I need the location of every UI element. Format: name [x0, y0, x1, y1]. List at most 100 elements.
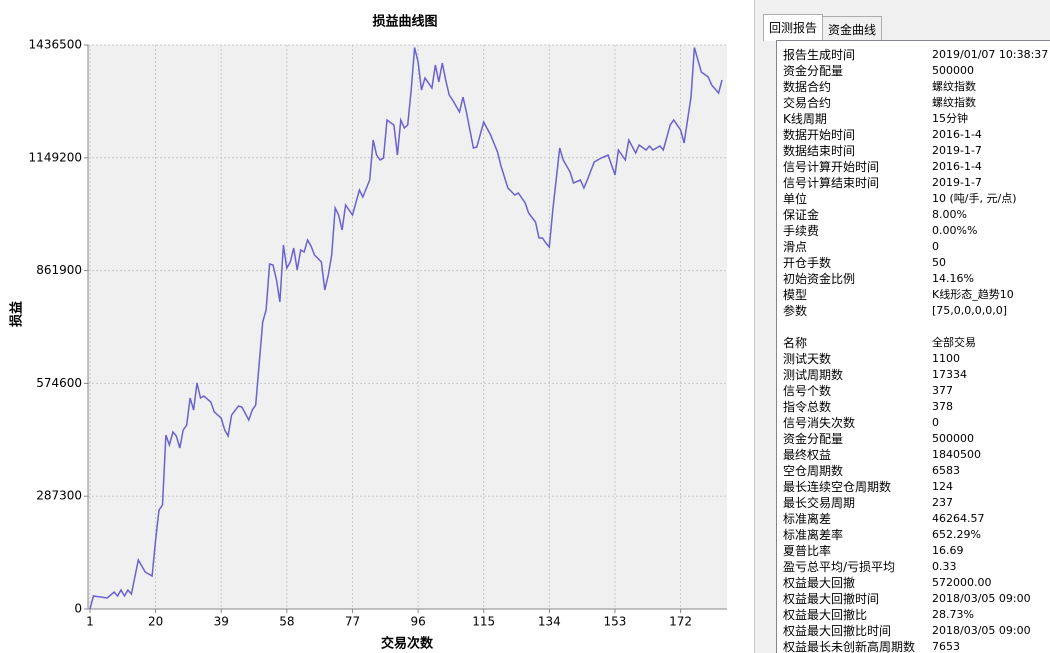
row-value: 2016-1-4 [932, 128, 982, 141]
report-row: 测试天数 1100 [777, 351, 1050, 367]
row-key: 信号计算开始时间 [783, 160, 880, 174]
row-value: 0.33 [932, 560, 957, 573]
row-value: 10 (吨/手, 元/点) [932, 192, 1017, 205]
report-row: 数据合约 螺纹指数 [777, 79, 1050, 95]
report-row: 标准离差 46264.57 [777, 511, 1050, 527]
report-row: 最长连续空仓周期数 124 [777, 479, 1050, 495]
chart: 损益曲线图 交易次数 损益 0 287300 574600 861900 1149200… [9, 14, 727, 652]
tab[interactable]: 资金曲线 [822, 16, 883, 40]
row-gap [777, 319, 1050, 335]
report-row: 信号消失次数 0 [777, 415, 1050, 431]
row-key: 交易合约 [783, 96, 832, 110]
row-key: 测试周期数 [783, 368, 844, 382]
x-tick-label: 115 [472, 615, 495, 629]
row-value: 15分钟 [932, 112, 968, 125]
row-key: 最长连续空仓周期数 [783, 480, 892, 494]
report-row: 滑点 0 [777, 239, 1050, 255]
report-row: 资金分配量 500000 [777, 431, 1050, 447]
x-tick-label: 77 [345, 615, 360, 629]
plot-area [88, 45, 727, 609]
report-row: 数据结束时间 2019-1-7 [777, 143, 1050, 159]
row-key: 初始资金比例 [783, 272, 856, 286]
row-value: 17334 [932, 368, 967, 381]
report-row: 名称 全部交易 [777, 335, 1050, 351]
row-value: 572000.00 [932, 576, 992, 589]
y-tick-label: 574600 [36, 376, 82, 390]
report-row: 单位 10 (吨/手, 元/点) [777, 191, 1050, 207]
y-tick-label: 287300 [36, 489, 82, 503]
row-key: 夏普比率 [783, 544, 832, 558]
row-value: 0 [932, 240, 939, 253]
report-row: 盈亏总平均/亏损平均 0.33 [777, 559, 1050, 575]
row-value: 7653 [932, 640, 960, 653]
row-value: 500000 [932, 64, 974, 77]
y-tick-label: 861900 [36, 263, 82, 277]
report-row: 信号个数 377 [777, 383, 1050, 399]
tab[interactable]: 回测报告 [763, 14, 824, 41]
x-tick-label: 20 [148, 615, 163, 629]
row-value: 2018/03/05 09:00 [932, 624, 1031, 637]
row-key: 信号计算结束时间 [783, 176, 880, 190]
row-key: 信号个数 [783, 384, 832, 398]
row-value: 0 [932, 416, 939, 429]
row-value: 全部交易 [932, 336, 976, 349]
row-key: 滑点 [783, 240, 808, 254]
row-value: 377 [932, 384, 953, 397]
row-key: 空仓周期数 [783, 464, 844, 478]
row-value: 378 [932, 400, 953, 413]
row-key: 测试天数 [783, 352, 832, 366]
row-value: 500000 [932, 432, 974, 445]
row-value: K线形态_趋势10 [932, 288, 1014, 301]
row-value: 124 [932, 480, 953, 493]
report-row: 信号计算结束时间 2019-1-7 [777, 175, 1050, 191]
row-key: 名称 [783, 336, 808, 350]
row-value: 1100 [932, 352, 960, 365]
row-key: K线周期 [783, 112, 827, 126]
report-row: 最长交易周期 237 [777, 495, 1050, 511]
row-key: 最长交易周期 [783, 496, 856, 510]
row-value: [75,0,0,0,0,0] [932, 304, 1008, 317]
row-key: 权益最大回撤比 [783, 608, 868, 622]
x-axis-label: 交易次数 [381, 636, 434, 652]
y-tick-label: 0 [74, 602, 82, 616]
row-value: 6583 [932, 464, 960, 477]
row-key: 权益最大回撤 [783, 576, 856, 590]
report-row: 最终权益 1840500 [777, 447, 1050, 463]
y-axis-label: 损益 [9, 301, 25, 327]
y-tick-label: 1436500 [29, 38, 82, 52]
report-row: 保证金 8.00% [777, 207, 1050, 223]
row-key: 资金分配量 [783, 64, 844, 78]
report-panel: 回测报告 资金曲线 报告生成时间 2019/01/07 10:38:37 资金分配量 5… [754, 0, 1050, 653]
row-key: 标准离差 [783, 512, 832, 526]
report-row: 信号计算开始时间 2016-1-4 [777, 159, 1050, 175]
row-key: 报告生成时间 [783, 48, 856, 62]
report-row: 指令总数 378 [777, 399, 1050, 415]
x-tick-label: 1 [86, 615, 94, 629]
equity-line [89, 47, 723, 610]
report-row: 报告生成时间 2019/01/07 10:38:37 [777, 47, 1050, 63]
report-row: 交易合约 螺纹指数 [777, 95, 1050, 111]
report-row: 手续费 0.00%% [777, 223, 1050, 239]
row-key: 指令总数 [783, 400, 832, 414]
row-key: 单位 [783, 192, 808, 206]
row-key: 信号消失次数 [783, 416, 856, 430]
y-tick-label: 1149200 [29, 150, 82, 164]
row-value: 1840500 [932, 448, 981, 461]
row-key: 资金分配量 [783, 432, 844, 446]
report-row: 资金分配量 500000 [777, 63, 1050, 79]
report-row: 开仓手数 50 [777, 255, 1050, 271]
report-row: 测试周期数 17334 [777, 367, 1050, 383]
row-key: 权益最长未创新高周期数 [783, 640, 916, 653]
row-value: 0.00%% [932, 224, 978, 237]
chart-title: 损益曲线图 [372, 14, 437, 30]
row-value: 2019/01/07 10:38:37 [932, 48, 1049, 61]
row-key: 最终权益 [783, 448, 832, 462]
row-key: 标准离差率 [783, 528, 844, 542]
x-tick-label: 58 [279, 615, 294, 629]
report-row: 模型 K线形态_趋势10 [777, 287, 1050, 303]
row-key: 数据开始时间 [783, 128, 856, 142]
row-value: 2019-1-7 [932, 176, 982, 189]
x-tick-label: 172 [669, 615, 692, 629]
row-value: 16.69 [932, 544, 964, 557]
